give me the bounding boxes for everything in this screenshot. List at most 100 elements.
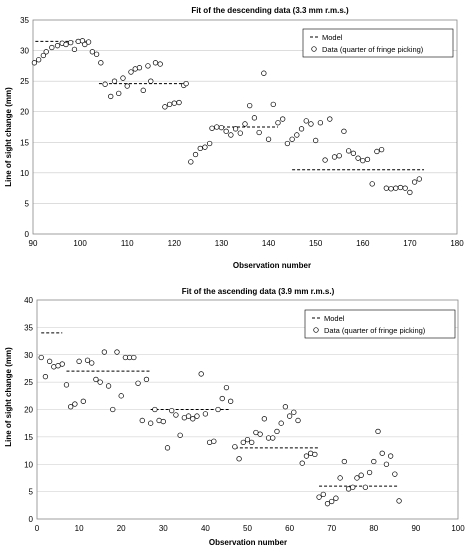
data-point bbox=[416, 176, 422, 182]
data-point bbox=[379, 450, 385, 456]
data-point bbox=[118, 393, 124, 399]
x-tick-label: 10 bbox=[75, 524, 84, 533]
data-point bbox=[139, 417, 145, 424]
data-point bbox=[280, 116, 286, 122]
data-point bbox=[345, 148, 352, 154]
data-point bbox=[312, 451, 318, 458]
data-point bbox=[202, 144, 208, 150]
data-point bbox=[337, 475, 343, 481]
ascending-y-axis-label: Line of sight change (mm) bbox=[4, 347, 13, 447]
data-point bbox=[350, 484, 356, 490]
data-point bbox=[407, 189, 413, 196]
data-point bbox=[164, 445, 171, 451]
data-point bbox=[76, 358, 82, 364]
data-point bbox=[192, 151, 199, 158]
data-point bbox=[185, 413, 192, 419]
data-point bbox=[341, 128, 347, 134]
data-point bbox=[214, 124, 220, 130]
data-point bbox=[197, 145, 203, 152]
data-point bbox=[270, 101, 276, 108]
x-tick-label: 50 bbox=[243, 524, 252, 533]
data-point bbox=[166, 101, 173, 108]
data-point bbox=[209, 125, 215, 131]
x-tick-label: 120 bbox=[168, 239, 182, 248]
x-tick-label: 90 bbox=[29, 239, 38, 248]
data-point bbox=[228, 132, 234, 138]
data-point bbox=[282, 404, 289, 410]
data-point bbox=[152, 406, 158, 413]
data-point bbox=[148, 78, 154, 84]
data-point bbox=[110, 406, 116, 413]
data-point bbox=[360, 157, 366, 164]
data-point bbox=[364, 156, 371, 163]
data-point bbox=[51, 364, 57, 370]
y-tick-label: 15 bbox=[24, 433, 33, 442]
data-point bbox=[303, 453, 310, 459]
data-point bbox=[350, 150, 357, 156]
y-tick-label: 30 bbox=[20, 47, 29, 56]
descending-plot-frame bbox=[32, 19, 458, 235]
data-point bbox=[261, 70, 267, 76]
data-point bbox=[49, 44, 55, 51]
y-tick-label: 10 bbox=[20, 169, 29, 178]
x-tick-label: 80 bbox=[369, 524, 378, 533]
data-point bbox=[114, 349, 120, 355]
data-point bbox=[371, 458, 377, 465]
ascending-x-tick-labels: 0 10 20 30 40 50 60 70 80 90 100 bbox=[35, 524, 465, 533]
data-point bbox=[270, 435, 276, 441]
data-point bbox=[132, 66, 138, 72]
data-point bbox=[275, 120, 281, 126]
data-point bbox=[46, 358, 53, 364]
data-point bbox=[329, 498, 335, 505]
data-point bbox=[320, 491, 326, 498]
data-point bbox=[303, 118, 309, 124]
x-tick-label: 160 bbox=[356, 239, 370, 248]
data-point bbox=[206, 439, 213, 446]
ascending-legend-data-label: Data (quarter of fringe picking) bbox=[324, 326, 426, 335]
data-point bbox=[89, 49, 96, 55]
data-point bbox=[369, 181, 375, 187]
y-tick-label: 5 bbox=[25, 199, 30, 208]
data-point bbox=[295, 417, 301, 424]
data-point bbox=[105, 383, 112, 389]
data-point bbox=[236, 456, 242, 462]
data-point bbox=[355, 155, 361, 161]
data-point bbox=[240, 439, 246, 446]
data-point bbox=[396, 498, 402, 504]
data-point bbox=[80, 398, 86, 404]
ascending-data-series bbox=[38, 349, 402, 507]
data-point bbox=[298, 126, 305, 132]
data-point bbox=[244, 436, 251, 443]
data-point bbox=[316, 494, 322, 500]
descending-data-series bbox=[31, 38, 422, 196]
y-tick-label: 35 bbox=[20, 16, 29, 25]
data-point bbox=[249, 439, 255, 446]
descending-legend-data-label: Data (quarter of fringe picking) bbox=[322, 45, 424, 54]
x-tick-label: 90 bbox=[411, 524, 420, 533]
data-point bbox=[59, 361, 65, 367]
data-point bbox=[354, 475, 360, 481]
data-point bbox=[152, 60, 159, 66]
descending-y-tick-labels: 0 5 10 15 20 25 30 35 bbox=[20, 16, 29, 239]
data-point bbox=[169, 407, 175, 414]
data-point bbox=[102, 81, 108, 87]
data-point bbox=[383, 461, 390, 467]
data-point bbox=[274, 428, 280, 435]
data-point bbox=[72, 401, 78, 407]
data-point bbox=[402, 185, 408, 191]
data-point bbox=[145, 63, 151, 69]
data-point bbox=[291, 409, 297, 415]
data-point bbox=[336, 153, 342, 159]
descending-y-axis-label: Line of sight change (mm) bbox=[4, 87, 13, 187]
data-point bbox=[68, 39, 74, 46]
data-point bbox=[387, 453, 394, 459]
data-point bbox=[308, 450, 314, 456]
y-tick-label: 20 bbox=[20, 108, 29, 117]
x-tick-label: 110 bbox=[121, 239, 134, 248]
data-point bbox=[383, 185, 389, 191]
data-point bbox=[256, 129, 262, 136]
data-point bbox=[140, 87, 146, 93]
descending-chart-title: Fit of the descending data (3.3 mm r.m.s… bbox=[191, 6, 349, 15]
ascending-gridlines bbox=[37, 327, 458, 492]
